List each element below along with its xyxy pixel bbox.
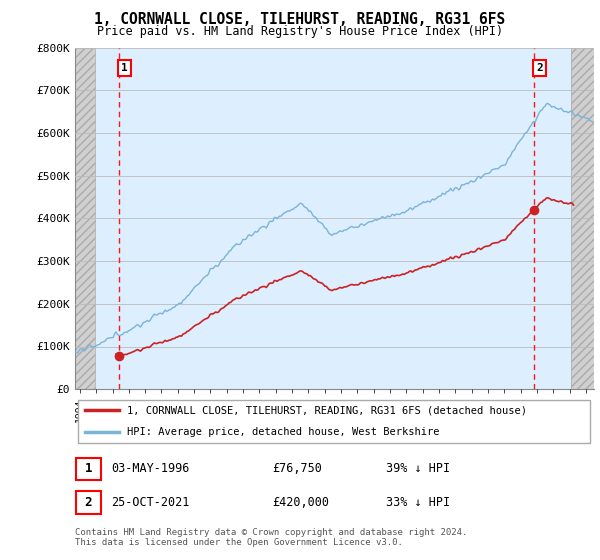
Bar — [571, 48, 594, 389]
FancyBboxPatch shape — [76, 458, 101, 480]
Text: 25-OCT-2021: 25-OCT-2021 — [112, 496, 190, 509]
FancyBboxPatch shape — [76, 492, 101, 514]
Text: £420,000: £420,000 — [272, 496, 329, 509]
Text: 39% ↓ HPI: 39% ↓ HPI — [386, 463, 451, 475]
Text: 1, CORNWALL CLOSE, TILEHURST, READING, RG31 6FS (detached house): 1, CORNWALL CLOSE, TILEHURST, READING, R… — [127, 405, 527, 416]
Text: 2: 2 — [536, 63, 543, 73]
Text: £76,750: £76,750 — [272, 463, 322, 475]
Text: HPI: Average price, detached house, West Berkshire: HPI: Average price, detached house, West… — [127, 427, 439, 437]
Bar — [75, 48, 95, 389]
Text: 1: 1 — [85, 463, 92, 475]
Text: 33% ↓ HPI: 33% ↓ HPI — [386, 496, 451, 509]
Text: 1, CORNWALL CLOSE, TILEHURST, READING, RG31 6FS: 1, CORNWALL CLOSE, TILEHURST, READING, R… — [94, 12, 506, 27]
Bar — [75, 48, 95, 389]
Text: 1: 1 — [121, 63, 128, 73]
Text: Contains HM Land Registry data © Crown copyright and database right 2024.
This d: Contains HM Land Registry data © Crown c… — [75, 528, 467, 547]
Text: Price paid vs. HM Land Registry's House Price Index (HPI): Price paid vs. HM Land Registry's House … — [97, 25, 503, 38]
Text: 2: 2 — [85, 496, 92, 509]
FancyBboxPatch shape — [77, 400, 590, 443]
Text: 03-MAY-1996: 03-MAY-1996 — [112, 463, 190, 475]
Bar — [571, 48, 594, 389]
